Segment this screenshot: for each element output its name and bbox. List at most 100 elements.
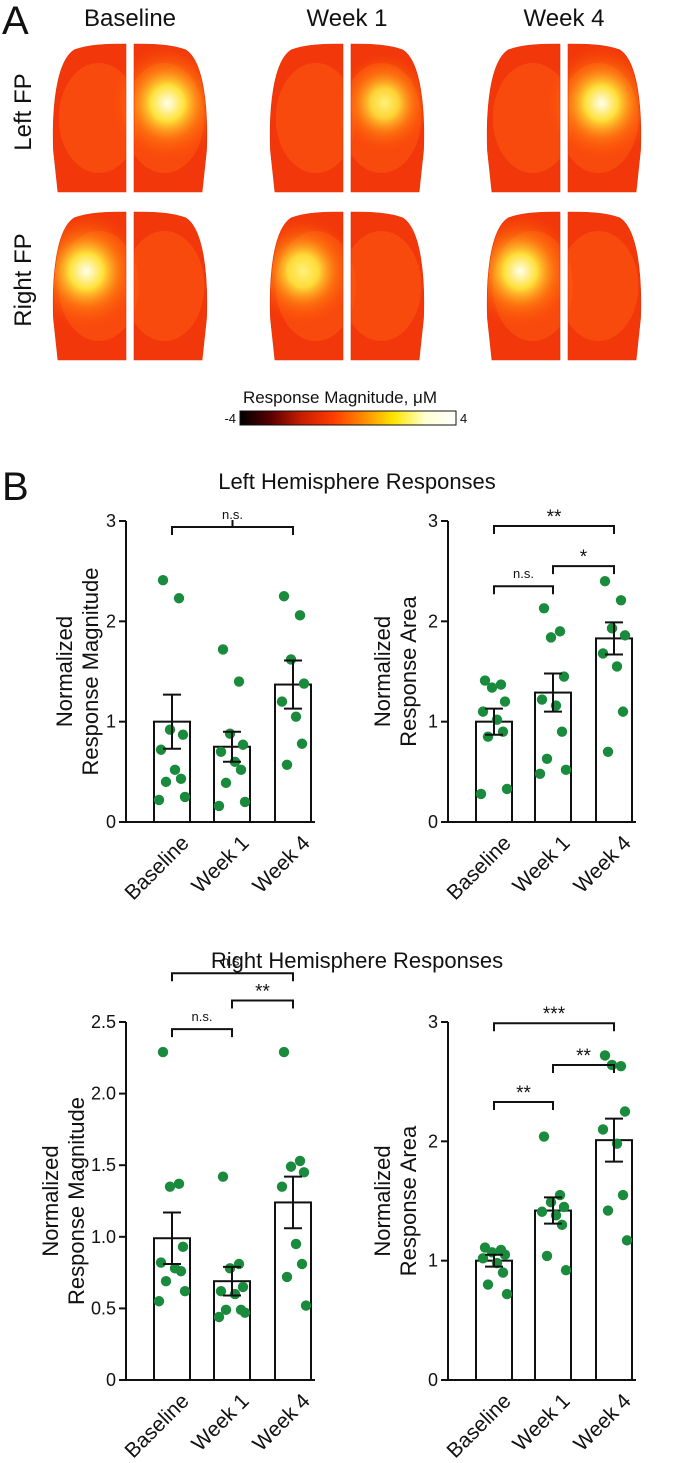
data-point — [217, 1171, 229, 1182]
significance-label: ** — [255, 982, 270, 1003]
y-tick-label: 2 — [106, 611, 116, 631]
data-point — [157, 574, 169, 586]
category-label: Week 1 — [187, 831, 253, 897]
category-label: Week 1 — [187, 1389, 253, 1455]
data-point — [545, 632, 557, 643]
significance-bracket: *** — [493, 1004, 615, 1032]
category-label: Week 4 — [248, 831, 315, 898]
significance-label: ** — [576, 1046, 591, 1067]
data-point — [486, 1247, 498, 1258]
y-axis-title: Response Area — [396, 1125, 421, 1276]
data-point — [479, 675, 491, 686]
data-point — [556, 726, 568, 737]
y-tick-label: 2.5 — [91, 1012, 116, 1032]
data-point — [554, 626, 566, 637]
data-point — [224, 728, 236, 739]
significance-label: ** — [547, 507, 562, 528]
data-point — [615, 1060, 627, 1072]
data-point — [497, 1267, 509, 1278]
data-point — [213, 800, 225, 812]
significance-label: n.s. — [513, 566, 534, 581]
brain-map-0-0-left-hemisphere — [52, 43, 127, 193]
category-label: Week 1 — [508, 831, 574, 897]
significance-bracket: ** — [493, 507, 615, 535]
data-point — [599, 1050, 611, 1061]
data-point — [599, 576, 611, 587]
data-point — [217, 644, 229, 655]
data-point — [536, 1206, 548, 1217]
y-tick-label: 0 — [106, 1370, 116, 1390]
data-point — [239, 1307, 251, 1318]
data-point — [558, 1201, 570, 1213]
y-tick-label: 2.0 — [91, 1084, 116, 1104]
data-point — [233, 676, 245, 687]
data-point — [294, 1155, 306, 1167]
brain-map-1-1-left-hemisphere — [269, 211, 344, 361]
y-tick-label: 2 — [428, 1131, 438, 1151]
data-point — [220, 1304, 232, 1316]
y-axis-title: Response Magnitude — [64, 1097, 89, 1305]
data-point — [298, 678, 310, 689]
y-tick-label: 3 — [428, 1012, 438, 1032]
data-point — [554, 1189, 566, 1201]
y-tick-label: 3 — [106, 511, 116, 531]
data-point — [220, 777, 232, 789]
data-point — [157, 1046, 169, 1058]
y-tick-label: 1.5 — [91, 1155, 116, 1175]
data-point — [175, 773, 187, 785]
bar — [595, 1139, 633, 1382]
significance-label: *** — [543, 1004, 566, 1025]
significance-label: * — [580, 547, 588, 568]
brain-map-0-1-left-hemisphere — [269, 43, 344, 193]
data-point — [602, 1205, 614, 1216]
data-point — [538, 1131, 550, 1142]
data-point — [235, 764, 247, 776]
y-tick-label: 0 — [106, 812, 116, 832]
significance-bracket: n.s. — [171, 507, 294, 536]
data-point — [160, 1275, 172, 1287]
bar — [475, 720, 513, 824]
brain-map-0-1 — [269, 43, 425, 193]
y-axis-title: Response Area — [396, 596, 421, 747]
data-point — [153, 1296, 165, 1307]
data-point — [153, 794, 165, 806]
category-label: Week 4 — [569, 1389, 636, 1456]
y-tick-label: 0.5 — [91, 1298, 116, 1318]
y-axis-title: Normalized — [370, 1145, 395, 1256]
brain-map-0-1-right-hemisphere — [350, 43, 425, 193]
data-point — [155, 744, 167, 755]
data-point — [278, 591, 290, 602]
y-axis-title: Normalized — [38, 1145, 63, 1256]
data-point — [215, 746, 227, 757]
data-point — [545, 1196, 557, 1208]
category-label: Baseline — [120, 831, 193, 904]
data-point — [597, 1124, 609, 1135]
data-point — [298, 1167, 310, 1178]
data-point — [619, 1106, 631, 1117]
data-point — [541, 753, 553, 764]
y-axis-title: Response Magnitude — [78, 568, 103, 776]
data-point — [606, 623, 618, 634]
data-point — [237, 1281, 249, 1293]
data-point — [290, 1238, 302, 1250]
data-point — [499, 696, 511, 707]
data-point — [534, 768, 546, 780]
data-point — [278, 1046, 290, 1058]
data-point — [237, 739, 249, 750]
significance-label: ** — [516, 1083, 531, 1104]
y-tick-label: 0 — [428, 1370, 438, 1390]
category-label: Baseline — [442, 831, 515, 904]
brain-map-1-2-left-hemisphere — [486, 211, 561, 361]
data-point — [541, 1250, 553, 1262]
y-tick-label: 1 — [428, 712, 438, 732]
colorbar — [239, 410, 457, 426]
data-point — [538, 603, 550, 614]
data-point — [173, 1178, 185, 1190]
left-hemisphere-title: Left Hemisphere Responses — [218, 469, 496, 494]
data-point — [615, 595, 627, 606]
significance-bracket: n.s. — [171, 953, 294, 982]
data-point — [213, 1311, 225, 1323]
brain-map-1-2 — [486, 211, 642, 361]
